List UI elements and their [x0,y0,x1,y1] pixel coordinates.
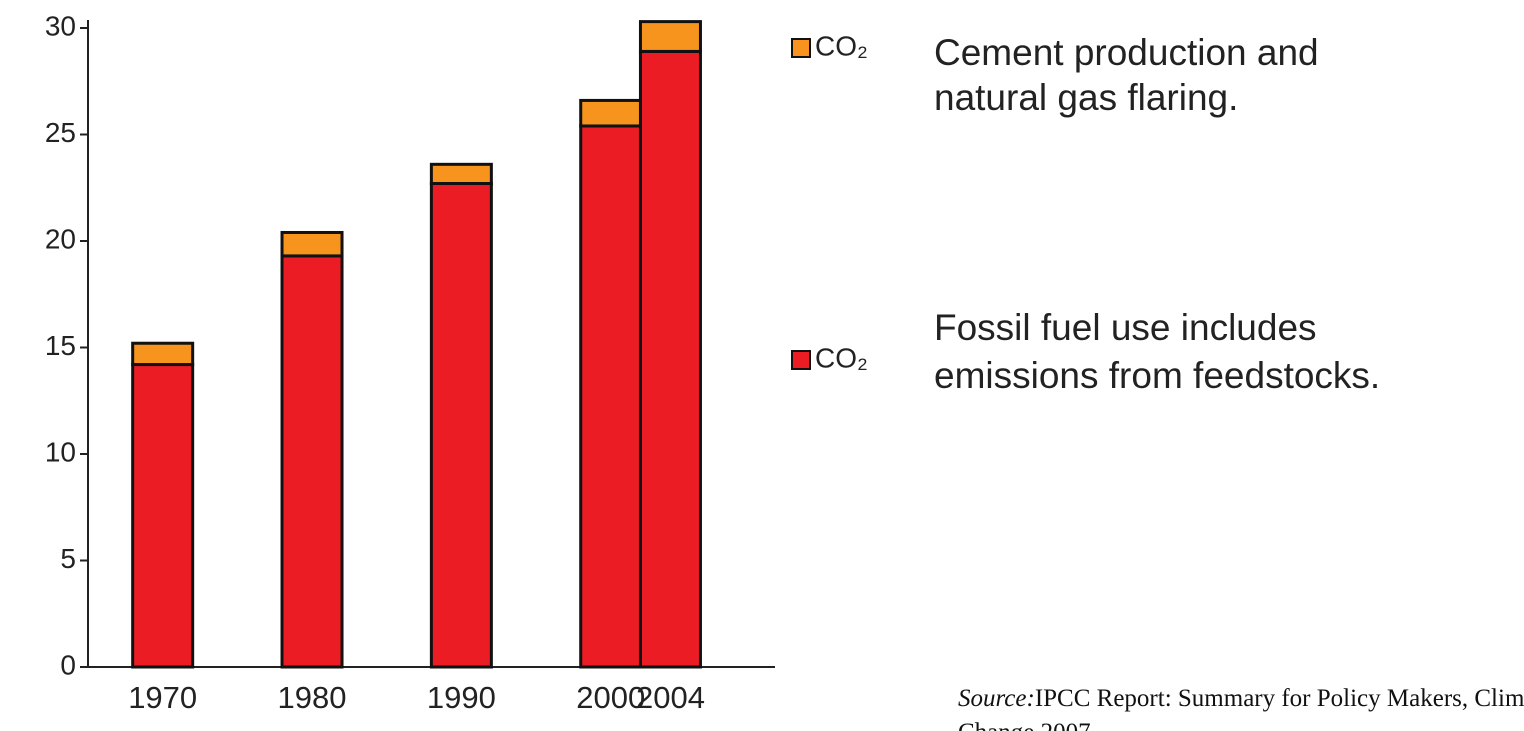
legend-swatch [791,350,811,370]
bar-segment [638,20,702,53]
source-note: Source:IPCC Report: Summary for Policy M… [958,682,1524,731]
legend-description: natural gas flaring. [934,77,1238,118]
y-tick-label: 0 [60,649,76,680]
bar-segment [131,341,195,367]
bar-segment [280,230,344,258]
bar-segment [131,363,195,669]
source-text: IPCC Report: Summary for Policy Makers, … [958,685,1524,731]
x-tick-label: 1980 [278,680,347,715]
y-tick-label: 20 [45,223,76,254]
x-tick-label: 2000 [576,680,645,715]
bar-segment [429,181,493,669]
bar-segment [280,254,344,669]
y-tick-label: 10 [45,436,76,467]
x-tick-label: 2004 [636,680,705,715]
legend-description: Fossil fuel use includes [934,307,1317,348]
x-tick-label: 1970 [128,680,197,715]
legend-swatch [791,38,811,58]
source-label: Source: [958,685,1035,712]
bar-segment [579,98,643,128]
x-tick-label: 1990 [427,680,496,715]
y-tick-label: 30 [45,10,76,41]
y-tick-label: 15 [45,330,76,361]
y-tick-label: 25 [45,117,76,148]
bar-segment [429,162,493,185]
y-tick-label: 5 [60,543,76,574]
bar-segment [638,49,702,669]
legend-label: CO₂ [815,30,868,61]
bar-segment [579,124,643,669]
legend-label: CO₂ [815,342,868,373]
legend-description: emissions from feedstocks. [934,355,1380,396]
legend-description: Cement production and [934,32,1319,73]
